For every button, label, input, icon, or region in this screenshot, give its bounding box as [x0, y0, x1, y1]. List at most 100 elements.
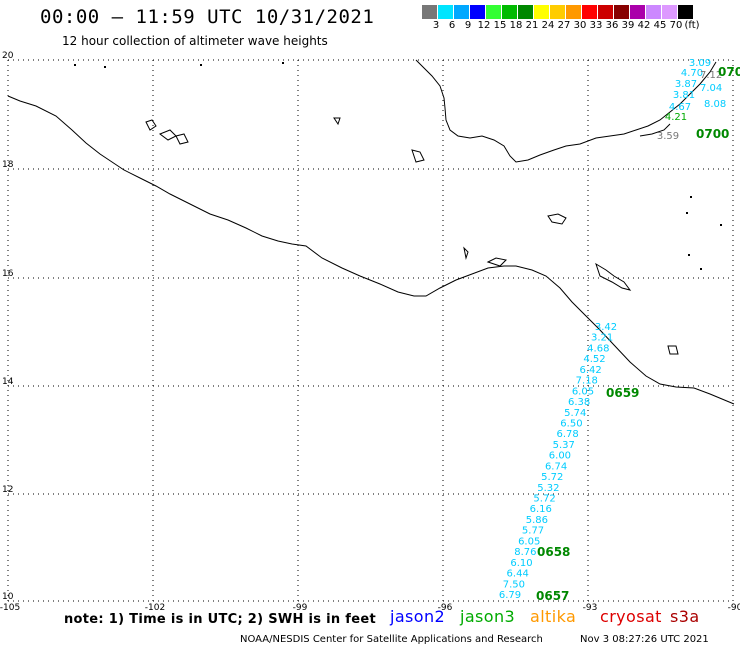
axis-labels: 20 18 16 14 12 10-105 -102 -99 -96 -93 -90 [0, 51, 740, 613]
color-scale-label: 3 [432, 20, 440, 31]
lon-label: -90 [728, 603, 740, 613]
color-scale-labels: 3 6 9 12 15 18 21 24 27 30 33 36 39 42 45 70 (ft) [422, 20, 740, 34]
color-scale-label: 15 [493, 20, 507, 31]
color-scale-swatch [502, 5, 518, 19]
time-label: 0700 [696, 127, 729, 141]
swh-label: 3.42 [595, 322, 617, 333]
color-scale-label: 24 [541, 20, 555, 31]
map-title: 00:00 — 11:59 UTC 10/31/2021 [40, 6, 375, 28]
color-scale-swatch [534, 5, 550, 19]
color-scale-label: 12 [477, 20, 491, 31]
small-dots [74, 62, 722, 270]
dot [690, 196, 692, 198]
lat-label: 20 [2, 51, 14, 61]
color-scale-swatch [678, 5, 694, 19]
swh-label: 8.76 [514, 547, 536, 558]
swh-label: 6.78 [556, 429, 578, 440]
color-scale-bar [422, 5, 694, 19]
lat-label: 16 [2, 269, 14, 279]
swh-label: 6.00 [549, 451, 571, 462]
lake-mark [158, 129, 177, 141]
color-scale-label: 33 [589, 20, 603, 31]
swh-label: 5.32 [537, 483, 559, 494]
swh-label: 6.10 [510, 558, 532, 569]
satellite-legend-jason2: jason2 [390, 607, 446, 626]
lon-label: -102 [145, 603, 165, 613]
swh-label: 6.50 [560, 418, 582, 429]
lon-label: -93 [583, 603, 598, 613]
swh-label: 6.05 [518, 536, 540, 547]
color-scale-label: 18 [509, 20, 523, 31]
color-scale-label: 45 [653, 20, 667, 31]
lake-mark [145, 119, 157, 131]
swh-label: 6.05 [572, 386, 594, 397]
lake-mark [547, 213, 567, 225]
swh-label: 6.44 [507, 569, 529, 580]
lat-label: 18 [2, 160, 14, 170]
dot [200, 64, 202, 66]
lake-mark [595, 262, 632, 291]
lake-mark [486, 257, 508, 267]
gulf-coastline [415, 59, 717, 163]
swh-label: 3.09 [689, 58, 711, 69]
swh-label: 6.42 [580, 365, 602, 376]
swh-label: 3.81 [673, 90, 695, 101]
swh-label: 4.68 [587, 343, 609, 354]
color-scale-swatch [582, 5, 598, 19]
dot [688, 254, 690, 256]
map-subtitle: 12 hour collection of altimeter wave hei… [62, 34, 328, 48]
satellite-legend-s3a: s3a [670, 607, 700, 626]
satellite-legend-jason3: jason3 [460, 607, 516, 626]
swh-label: 6.79 [499, 590, 521, 601]
color-scale-label: 27 [557, 20, 571, 31]
color-scale-swatch [566, 5, 582, 19]
dot [104, 66, 106, 68]
dot [686, 212, 688, 214]
pacific-coastline [7, 95, 735, 405]
color-scale-label: 30 [573, 20, 587, 31]
color-scale-swatch [646, 5, 662, 19]
satellite-track-main: 3.423.214.684.526.427.186.056.385.746.50… [499, 322, 640, 603]
swh-label: 3.87 [675, 79, 697, 90]
dot [282, 62, 284, 64]
swh-label: 7.12 [700, 70, 722, 81]
swh-label: 5.86 [526, 515, 548, 526]
swh-label: 6.16 [530, 504, 552, 515]
swh-label: 7.04 [700, 83, 722, 94]
lake-mark [333, 117, 341, 126]
gulf-inner-shore [639, 123, 671, 137]
color-scale-swatch [518, 5, 534, 19]
color-scale-label: 9 [464, 20, 472, 31]
footnote: note: 1) Time is in UTC; 2) SWH is in fe… [64, 612, 376, 627]
credit-timestamp: Nov 3 08:27:26 UTC 2021 [580, 634, 709, 645]
swh-label: 4.52 [583, 354, 605, 365]
color-scale-swatch [438, 5, 454, 19]
color-scale-swatch [422, 5, 438, 19]
color-scale-swatch [630, 5, 646, 19]
swh-label: 8.08 [704, 99, 726, 110]
color-scale-label: 21 [525, 20, 539, 31]
swh-label: 5.77 [522, 526, 544, 537]
lat-label: 14 [2, 377, 14, 387]
color-scale-label: (ft) [684, 20, 700, 31]
color-scale-swatch [454, 5, 470, 19]
dot [720, 224, 722, 226]
time-label: 0659 [606, 386, 639, 400]
time-label: 0700 [718, 65, 740, 79]
dot [700, 268, 702, 270]
swh-label: 6.74 [545, 461, 567, 472]
satellite-legend-altika: altika [530, 607, 577, 626]
lat-label: 12 [2, 485, 13, 495]
coastline [7, 59, 735, 405]
credit-text: NOAA/NESDIS Center for Satellite Applica… [240, 634, 543, 645]
swh-label: 4.21 [665, 112, 687, 123]
time-label: 0657 [536, 589, 569, 603]
time-label: 0658 [537, 545, 570, 559]
lake-mark [463, 246, 469, 260]
satellite-track-northeast: 3.094.703.873.814.674.21 3.59 7.12 7.04 8.08… [657, 58, 740, 142]
swh-label: 6.38 [568, 397, 590, 408]
lake-mark [667, 345, 679, 355]
color-scale-swatch [614, 5, 630, 19]
swh-label: 4.70 [681, 68, 703, 79]
